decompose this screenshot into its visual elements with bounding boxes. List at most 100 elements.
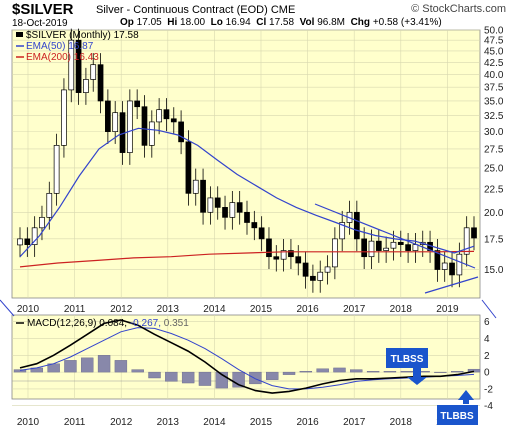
price-x-tick: 2018 <box>390 304 413 315</box>
price-x-tick: 2017 <box>343 304 366 315</box>
price-x-tick: 2012 <box>110 304 133 315</box>
macd-x-tick: 2015 <box>250 417 273 428</box>
candle-body <box>170 118 177 123</box>
candle-body <box>375 240 382 251</box>
macd-y-tick: 2 <box>484 351 490 362</box>
candle-body <box>178 121 184 143</box>
candle-body <box>236 202 243 213</box>
ohlc-readout: Op 17.05 Hi 18.00 Lo 16.94 Cl 17.58 Vol … <box>120 17 442 28</box>
macd-histogram-bar <box>114 360 128 373</box>
macd-histogram-bar <box>148 371 161 379</box>
macd-histogram-bar <box>333 367 346 373</box>
downtrend-line <box>314 203 476 269</box>
candle-body <box>200 179 206 213</box>
candle-body <box>53 145 60 194</box>
price-legend-swatch <box>16 32 23 37</box>
candle-body <box>441 262 448 270</box>
close-label: Cl <box>256 17 267 28</box>
price-y-tick: 50.0 <box>484 26 504 37</box>
price-legend-label: $SILVER (Monthly) 17.58 <box>26 30 139 41</box>
price-x-tick: 2010 <box>17 304 40 315</box>
candle-body <box>405 244 411 251</box>
candle-body <box>397 241 404 245</box>
macd-histogram-bar <box>13 369 27 373</box>
macd-histogram-bar <box>266 371 279 380</box>
candle-body <box>383 247 389 251</box>
macd-histogram-bar <box>64 360 77 373</box>
macd-line <box>19 319 475 394</box>
macd-x-tick: 2016 <box>296 417 319 428</box>
chart-date: 18-Oct-2019 <box>12 18 68 29</box>
macd-legend-label: MACD(12,26,9) <box>27 318 96 329</box>
candle-body <box>339 222 346 240</box>
macd-histogram-bar <box>181 371 195 384</box>
high-value: 18.00 <box>180 17 206 28</box>
candle-body <box>126 100 133 153</box>
candle-body <box>24 238 31 245</box>
macd-legend: MACD(12,26,9) 0.084, -0.267, 0.351 <box>27 318 189 329</box>
macd-histogram-bar <box>450 371 464 373</box>
chart-subtitle: Silver - Continuous Contract (EOD) CME <box>96 4 296 16</box>
stockcharts-watermark: © StockCharts.com <box>411 3 506 15</box>
price-y-tick: 15.0 <box>484 265 504 276</box>
candle-body <box>361 238 368 258</box>
macd-x-tick: 2018 <box>390 417 413 428</box>
macd-histogram-bar <box>366 371 380 373</box>
macd-histogram-bar <box>198 371 212 386</box>
price-y-tick: 42.5 <box>484 58 504 69</box>
macd-y-tick: -4 <box>484 401 493 412</box>
tlbbs-label: TLBBS <box>440 411 474 422</box>
price-y-tick: 27.5 <box>484 144 504 155</box>
macd-histogram-bar <box>97 355 111 373</box>
right-edge-mark <box>481 299 497 319</box>
candle-body <box>449 262 455 276</box>
ema50-line <box>19 127 475 258</box>
candle-body <box>148 121 155 146</box>
price-y-tick: 17.5 <box>484 234 504 245</box>
macd-y-tick: -2 <box>484 384 493 395</box>
candle-body <box>258 227 265 240</box>
macd-legend-v2: -0.267, <box>130 318 161 329</box>
macd-histogram-bar <box>316 368 329 373</box>
tlbss-label: TLBSS <box>391 354 424 365</box>
vol-label: Vol <box>299 17 315 28</box>
price-y-tick: 25.0 <box>484 163 504 174</box>
candle-body <box>295 256 302 264</box>
candle-body <box>251 222 258 229</box>
candle-body <box>31 227 38 245</box>
price-y-tick: 30.0 <box>484 127 504 138</box>
macd-histogram-bar <box>383 371 397 373</box>
candle-body <box>390 241 397 249</box>
candle-body <box>288 250 294 258</box>
vol-value: 96.8M <box>317 17 346 28</box>
candle-body <box>412 244 419 251</box>
price-x-tick: 2015 <box>250 304 273 315</box>
tlbbs-box <box>437 405 478 425</box>
candle-body <box>17 238 23 246</box>
macd-x-tick: 2017 <box>343 417 366 428</box>
high-label: Hi <box>167 17 178 28</box>
tlbbs-arrow-icon <box>458 390 474 404</box>
price-x-tick: 2016 <box>296 304 319 315</box>
candle-body <box>156 109 162 123</box>
candle-body <box>61 89 67 146</box>
candle-body <box>456 253 463 276</box>
price-y-tick: 37.5 <box>484 83 504 94</box>
candle-body <box>317 271 324 281</box>
macd-histogram-bar <box>400 371 413 373</box>
price-y-tick: 45.0 <box>484 46 504 57</box>
candle-body <box>83 79 89 93</box>
candle-body <box>302 262 309 277</box>
candle-body <box>229 202 236 218</box>
ema200-legend-label: EMA(200) 16.43 <box>26 52 99 63</box>
macd-histogram-bar <box>81 357 94 373</box>
macd-legend-v3: 0.351 <box>164 318 189 329</box>
candle-body <box>112 112 119 132</box>
price-y-tick: 22.5 <box>484 184 504 195</box>
candle-body <box>244 211 250 223</box>
candle-body <box>324 266 331 273</box>
price-x-tick: 2011 <box>64 304 86 315</box>
open-value: 17.05 <box>136 17 162 28</box>
macd-x-tick: 2012 <box>110 417 133 428</box>
